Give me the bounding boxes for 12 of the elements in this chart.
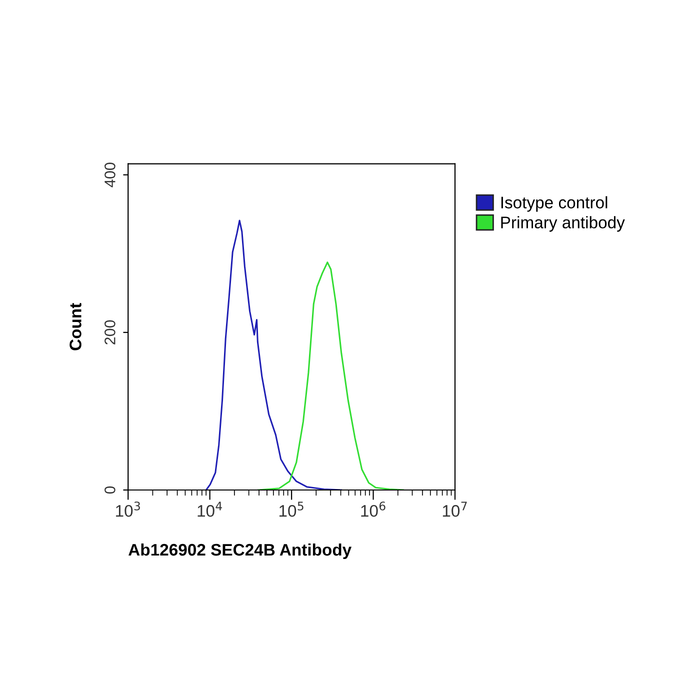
- y-tick-label: 0: [104, 486, 116, 494]
- legend-label: Isotype control: [501, 196, 608, 212]
- legend-label: Primary antibody: [501, 216, 625, 232]
- x-tick-label: 10$^{6}$: [361, 502, 386, 517]
- x-tick-label: 10$^{4}$: [198, 502, 222, 517]
- y-axis-title: Count: [70, 303, 82, 350]
- x-tick-label: 10$^{3}$: [116, 502, 140, 517]
- x-tick-label: 10$^{5}$: [279, 502, 304, 517]
- x-axis-title: Ab126902 SEC24B Antibody: [128, 543, 352, 560]
- y-tick-label: 400: [104, 162, 116, 188]
- x-tick-label: 10$^{7}$: [442, 502, 467, 517]
- y-tick-label: 200: [104, 320, 116, 344]
